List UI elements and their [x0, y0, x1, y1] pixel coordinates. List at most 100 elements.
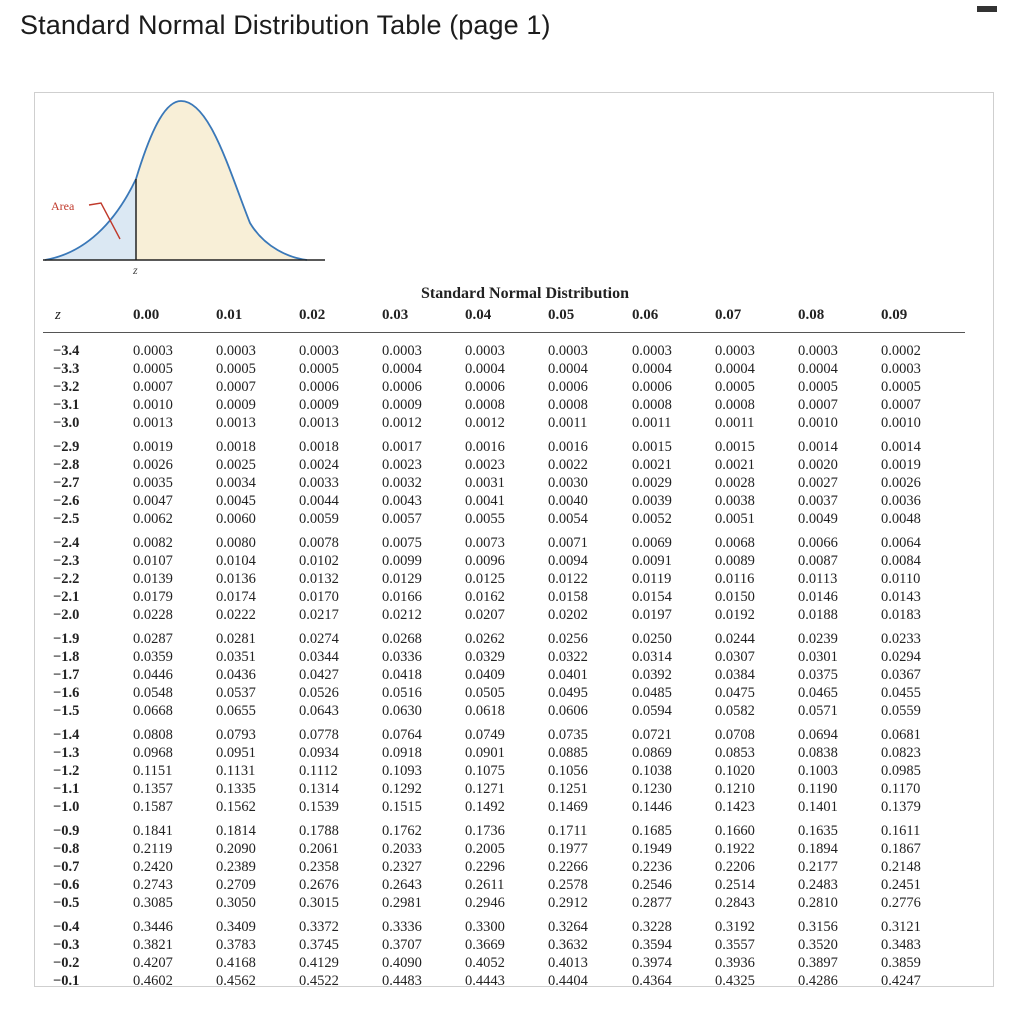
- probability-cell: 0.1230: [632, 781, 672, 797]
- probability-cell: 0.1131: [216, 763, 256, 779]
- probability-cell: 0.0212: [382, 607, 422, 623]
- probability-cell: 0.0073: [465, 535, 505, 551]
- table-row: −0.2 0.4207 0.4168 0.4129 0.4090 0.4052 0.4013…: [35, 954, 995, 972]
- z-value-cell: −1.8: [53, 649, 80, 665]
- probability-cell: 0.1170: [881, 781, 921, 797]
- probability-cell: 0.0516: [382, 685, 422, 701]
- probability-cell: 0.3192: [715, 919, 755, 935]
- table-row: −2.7 0.0035 0.0034 0.0033 0.0032 0.0031 0.0030…: [35, 474, 995, 492]
- probability-cell: 0.0040: [548, 493, 588, 509]
- probability-cell: 0.0571: [798, 703, 838, 719]
- table-row: −0.4 0.3446 0.3409 0.3372 0.3336 0.3300 0.3264…: [35, 918, 995, 936]
- probability-cell: 0.0537: [216, 685, 256, 701]
- normal-curve-diagram: [43, 100, 325, 261]
- table-row: −0.8 0.2119 0.2090 0.2061 0.2033 0.2005 0.1977…: [35, 840, 995, 858]
- probability-cell: 0.4013: [548, 955, 588, 971]
- probability-cell: 0.0418: [382, 667, 422, 683]
- probability-cell: 0.0014: [881, 439, 921, 455]
- probability-cell: 0.0018: [299, 439, 339, 455]
- probability-cell: 0.2810: [798, 895, 838, 911]
- probability-cell: 0.1038: [632, 763, 672, 779]
- probability-cell: 0.0192: [715, 607, 755, 623]
- table-row: −2.1 0.0179 0.0174 0.0170 0.0166 0.0162 0.0158…: [35, 588, 995, 606]
- z-column-header: z: [55, 307, 61, 323]
- probability-cell: 0.0005: [881, 379, 921, 395]
- probability-cell: 0.0036: [881, 493, 921, 509]
- probability-cell: 0.0793: [216, 727, 256, 743]
- probability-cell: 0.0351: [216, 649, 256, 665]
- probability-cell: 0.0217: [299, 607, 339, 623]
- probability-cell: 0.0014: [798, 439, 838, 455]
- probability-cell: 0.0019: [881, 457, 921, 473]
- probability-cell: 0.0064: [881, 535, 921, 551]
- page-title: Standard Normal Distribution Table (page…: [20, 10, 551, 40]
- probability-cell: 0.0446: [133, 667, 173, 683]
- probability-cell: 0.0618: [465, 703, 505, 719]
- probability-cell: 0.0030: [548, 475, 588, 491]
- probability-cell: 0.0951: [216, 745, 256, 761]
- probability-cell: 0.0183: [881, 607, 921, 623]
- probability-cell: 0.0885: [548, 745, 588, 761]
- probability-cell: 0.0003: [548, 343, 588, 359]
- probability-cell: 0.1867: [881, 841, 921, 857]
- probability-cell: 0.4602: [133, 973, 173, 989]
- probability-cell: 0.1841: [133, 823, 173, 839]
- probability-cell: 0.0132: [299, 571, 339, 587]
- probability-cell: 0.0096: [465, 553, 505, 569]
- probability-cell: 0.1894: [798, 841, 838, 857]
- probability-cell: 0.2709: [216, 877, 256, 893]
- probability-cell: 0.4129: [299, 955, 339, 971]
- probability-cell: 0.3821: [133, 937, 173, 953]
- probability-cell: 0.0322: [548, 649, 588, 665]
- probability-cell: 0.0035: [133, 475, 173, 491]
- probability-cell: 0.0006: [632, 379, 672, 395]
- probability-cell: 0.0029: [632, 475, 672, 491]
- probability-cell: 0.0041: [465, 493, 505, 509]
- probability-cell: 0.2420: [133, 859, 173, 875]
- probability-cell: 0.0003: [465, 343, 505, 359]
- table-row: −2.8 0.0026 0.0025 0.0024 0.0023 0.0023 0.0022…: [35, 456, 995, 474]
- probability-cell: 0.0287: [133, 631, 173, 647]
- probability-cell: 0.0010: [133, 397, 173, 413]
- probability-cell: 0.0004: [715, 361, 755, 377]
- probability-cell: 0.0034: [216, 475, 256, 491]
- table-row: −1.5 0.0668 0.0655 0.0643 0.0630 0.0618 0.0606…: [35, 702, 995, 720]
- probability-cell: 0.1093: [382, 763, 422, 779]
- probability-cell: 0.1587: [133, 799, 173, 815]
- probability-cell: 0.0228: [133, 607, 173, 623]
- probability-cell: 0.1003: [798, 763, 838, 779]
- z-value-cell: −1.7: [53, 667, 80, 683]
- z-value-cell: −3.0: [53, 415, 80, 431]
- probability-cell: 0.0985: [881, 763, 921, 779]
- normal-table-figure: Area z Standard Normal Distribution z 0.…: [34, 92, 995, 989]
- z-value-cell: −2.3: [53, 553, 80, 569]
- probability-cell: 0.3783: [216, 937, 256, 953]
- probability-cell: 0.1562: [216, 799, 256, 815]
- probability-cell: 0.2776: [881, 895, 921, 911]
- probability-cell: 0.2119: [133, 841, 173, 857]
- probability-cell: 0.0003: [798, 343, 838, 359]
- probability-cell: 0.0294: [881, 649, 921, 665]
- probability-cell: 0.0749: [465, 727, 505, 743]
- row-group: −0.9 0.1841 0.1814 0.1788 0.1762 0.1736 0.1711…: [35, 822, 995, 918]
- z-value-cell: −0.6: [53, 877, 80, 893]
- probability-cell: 0.1711: [548, 823, 588, 839]
- probability-cell: 0.0113: [798, 571, 838, 587]
- probability-cell: 0.3121: [881, 919, 921, 935]
- probability-cell: 0.0174: [216, 589, 256, 605]
- probability-cell: 0.0401: [548, 667, 588, 683]
- z-value-cell: −0.9: [53, 823, 80, 839]
- probability-cell: 0.0009: [382, 397, 422, 413]
- column-header: 0.04: [465, 307, 492, 323]
- probability-cell: 0.1335: [216, 781, 256, 797]
- probability-cell: 0.0004: [798, 361, 838, 377]
- probability-cell: 0.0968: [133, 745, 173, 761]
- probability-cell: 0.2206: [715, 859, 755, 875]
- minimize-icon[interactable]: [977, 6, 997, 12]
- row-group: −2.4 0.0082 0.0080 0.0078 0.0075 0.0073 0.0071…: [35, 534, 995, 630]
- probability-cell: 0.2946: [465, 895, 505, 911]
- row-group: −0.4 0.3446 0.3409 0.3372 0.3336 0.3300 0.3264…: [35, 918, 995, 1014]
- probability-cell: 0.1292: [382, 781, 422, 797]
- column-header: 0.00: [133, 307, 160, 323]
- probability-cell: 0.3228: [632, 919, 672, 935]
